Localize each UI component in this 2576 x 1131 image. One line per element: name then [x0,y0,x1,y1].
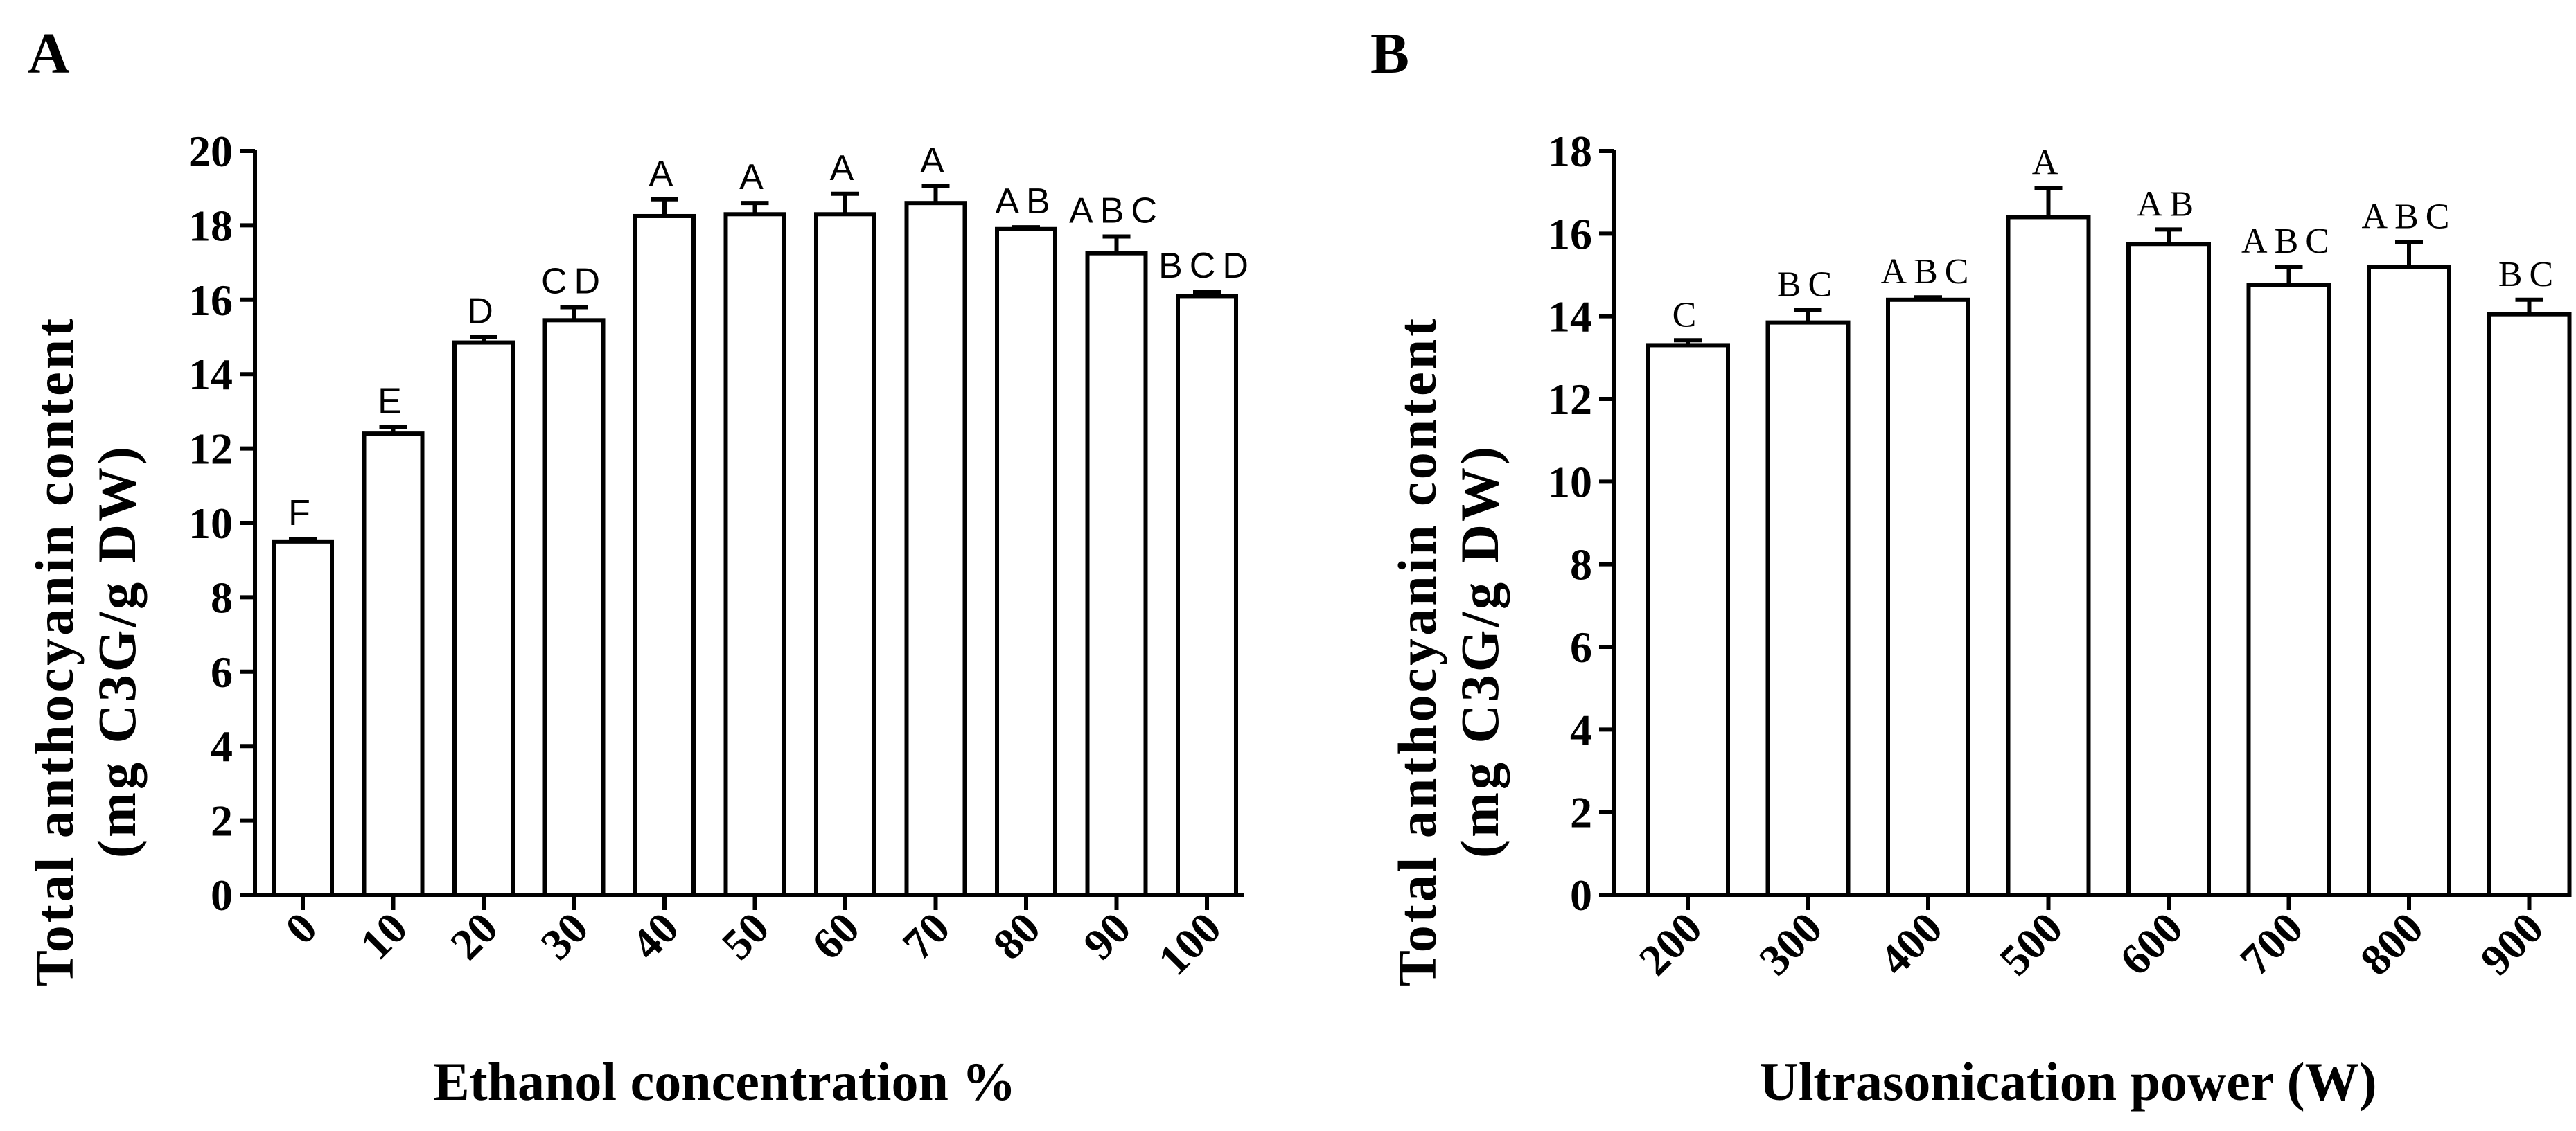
significance-label-b: ABC [1881,252,1976,292]
x-tick-label-b: 400 [1870,903,1952,985]
bar-a-90 [1085,251,1148,897]
y-tick-label-b: 10 [1548,457,1592,506]
x-axis-title-a: Ethanol concentration % [434,1051,1016,1112]
significance-label-a: A [830,148,861,188]
y-tick-label-a: 0 [211,871,233,920]
x-tick-label-a: 70 [893,903,959,969]
x-tick-label-a: 50 [712,903,778,969]
y-axis-title-b-line2: (mg C3G/g DW) [1449,444,1510,858]
bar-a-20 [452,340,515,897]
significance-label-a: A [649,154,680,194]
bar-a-10 [362,431,425,897]
significance-label-b: ABC [2241,222,2336,261]
bar-b-700 [2246,283,2331,897]
x-tick-label-a: 100 [1149,903,1230,985]
x-tick-label-a: 60 [802,903,868,969]
x-tick-label-a: 20 [441,903,506,969]
y-tick-label-a: 20 [188,127,233,176]
y-tick-label-a: 8 [211,573,233,622]
x-tick-label-a: 30 [531,903,597,969]
significance-label-b: ABC [2362,197,2457,236]
plot-area-a: 0 2 4 6 8 10 12 14 16 18 20 0 F 10 E 20 D 30 CD 40 A 50 A 60 A 70… [188,127,1255,985]
x-tick-label-a: 90 [1074,903,1140,969]
significance-label-a: E [378,381,409,421]
y-tick-label-b: 6 [1570,623,1592,672]
y-tick-label-b: 8 [1570,540,1592,589]
x-tick-label-a: 0 [276,903,326,954]
x-tick-label-a: 10 [351,903,416,969]
significance-label-b: BC [2498,255,2560,294]
panel-label-b: B [1370,21,1409,86]
significance-label-a: A [739,157,770,197]
bar-b-300 [1765,320,1851,898]
x-tick-label-b: 800 [2351,903,2433,985]
x-tick-label-b: 700 [2230,903,2312,985]
y-tick-label-a: 2 [211,796,233,846]
y-tick-label-a: 16 [188,276,233,325]
y-tick-label-b: 0 [1570,871,1592,920]
y-tick-label-b: 4 [1570,705,1592,754]
panel-label-a: A [28,21,70,86]
bar-a-50 [723,212,786,898]
y-axis-title-a: Total anthocyanin content (mg C3G/g DW) [24,316,147,986]
y-tick-label-a: 18 [188,201,233,250]
bar-b-600 [2126,242,2211,897]
y-tick-label-b: 14 [1548,292,1592,341]
y-tick-label-a: 4 [211,722,233,771]
significance-label-b: C [1673,295,1704,335]
significance-label-a: AB [995,181,1057,222]
y-tick-label-b: 2 [1570,788,1592,837]
significance-label-b: A [2032,143,2065,183]
significance-label-b: AB [2137,184,2200,224]
y-tick-label-b: 18 [1548,127,1592,176]
y-tick-label-b: 12 [1548,375,1592,424]
significance-label-a: ABC [1069,191,1164,231]
bar-a-100 [1176,294,1238,897]
bar-a-0 [272,539,334,897]
significance-label-a: D [467,292,500,332]
bar-a-40 [633,213,696,898]
y-axis-title-b: Total anthocyanin content (mg C3G/g DW) [1387,316,1510,986]
y-tick-label-a: 14 [188,350,233,399]
y-tick-label-a: 6 [211,648,233,697]
x-axis-title-b: Ultrasonication power (W) [1759,1051,2376,1112]
y-axis-title-b-line1: Total anthocyanin content [1387,316,1447,986]
bar-a-80 [995,226,1057,897]
bar-b-500 [2006,215,2091,897]
x-tick-label-a: 40 [621,903,687,969]
bar-a-70 [904,201,967,897]
significance-label-a: F [288,493,317,533]
bar-b-800 [2367,265,2451,898]
y-axis-title-a-line1: Total anthocyanin content [24,316,85,986]
x-tick-label-b: 600 [2110,903,2192,985]
panel-b: B Total anthocyanin content (mg C3G/g DW… [1370,21,2572,1112]
x-tick-label-b: 300 [1749,903,1831,985]
bar-b-400 [1886,297,1970,897]
y-tick-label-a: 12 [188,425,233,474]
x-tick-label-a: 80 [983,903,1049,969]
significance-label-a: CD [541,262,607,302]
significance-label-a: BCD [1158,246,1255,286]
x-tick-label-b: 900 [2471,903,2552,985]
panel-a: A Total anthocyanin content (mg C3G/g DW… [24,21,1255,1112]
y-axis-title-a-line2: (mg C3G/g DW) [87,444,147,858]
bar-b-900 [2487,312,2572,897]
bar-b-200 [1646,343,1730,897]
plot-area-b: 0 2 4 6 8 10 12 14 16 18 200 C 300 BC 400 ABC 500 A 600 AB 7… [1548,127,2572,985]
significance-label-b: BC [1777,265,1839,305]
x-tick-label-b: 200 [1630,903,1711,985]
x-tick-label-b: 500 [1990,903,2072,985]
y-tick-label-b: 16 [1548,209,1592,258]
bar-a-60 [814,212,876,898]
significance-label-a: A [920,141,951,181]
y-tick-label-a: 10 [188,499,233,548]
bar-a-30 [542,318,606,897]
